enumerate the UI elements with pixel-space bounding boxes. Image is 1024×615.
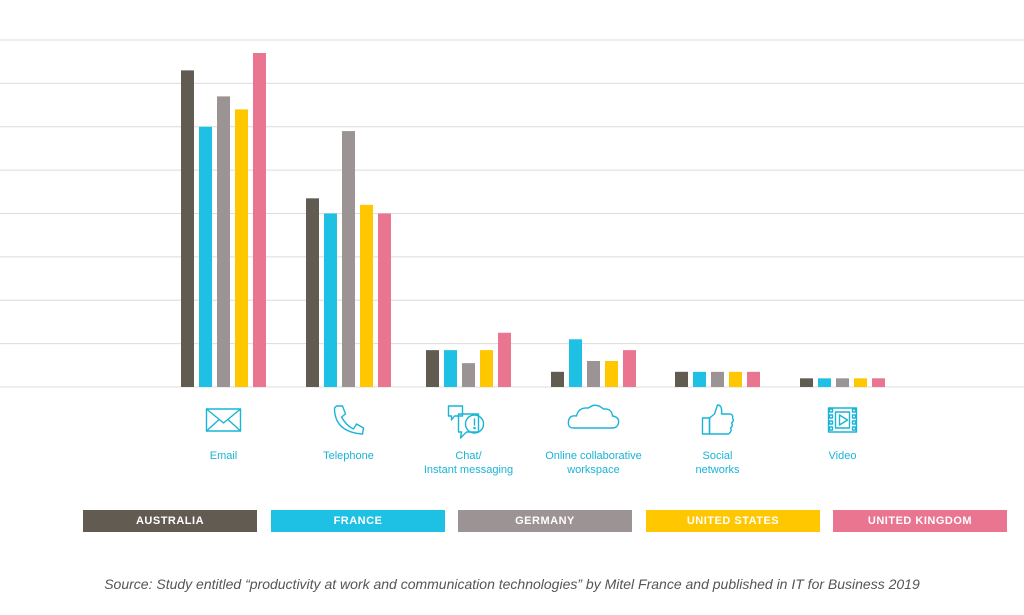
legend-germany: GERMANY (458, 510, 632, 532)
thumbs-up-icon (701, 404, 734, 435)
gridlines (0, 39, 1024, 388)
category-label: Video (829, 450, 857, 462)
bar-united-kingdom-2 (498, 332, 511, 387)
bar-united-kingdom-1 (378, 213, 391, 387)
legend-australia: AUSTRALIA (83, 510, 257, 532)
bar-united-states-5 (854, 378, 867, 387)
category-label: Social networks (695, 450, 740, 476)
chat-bubbles-icon (447, 405, 485, 439)
category-label: Email (210, 450, 238, 462)
bar-germany-3 (587, 360, 600, 387)
bar-australia-5 (800, 378, 813, 387)
bar-united-states-4 (729, 371, 742, 387)
bar-united-states-1 (360, 204, 373, 387)
bar-australia-0 (181, 70, 194, 388)
bar-germany-4 (711, 371, 724, 387)
bar-germany-1 (342, 131, 355, 387)
bar-united-states-0 (235, 109, 248, 388)
category-label: Chat/Instant messaging (424, 450, 513, 476)
bar-australia-1 (306, 198, 319, 387)
bar-germany-0 (217, 96, 230, 387)
category-label: Telephone (323, 450, 374, 462)
bar-france-0 (199, 126, 212, 387)
cloud-icon (567, 404, 620, 429)
bar-france-1 (324, 213, 337, 387)
bar-united-states-2 (480, 350, 493, 387)
bar-australia-3 (551, 371, 564, 387)
bar-france-2 (444, 350, 457, 387)
chart-area: Email Telephone Chat/Instant messaging Onli… (0, 39, 1024, 476)
video-icon (827, 407, 858, 433)
bar-united-kingdom-4 (747, 371, 760, 387)
telephone-icon (333, 405, 365, 435)
envelope-icon (205, 408, 242, 432)
bar-australia-2 (426, 350, 439, 387)
bar-united-kingdom-3 (623, 350, 636, 387)
source-note: Source: Study entitled “productivity at … (104, 576, 920, 592)
legend-france: FRANCE (271, 510, 445, 532)
legend-united-kingdom: UNITED KINGDOM (833, 510, 1007, 532)
bar-france-4 (693, 371, 706, 387)
bars (181, 53, 885, 388)
bar-france-3 (569, 339, 582, 387)
bar-germany-2 (462, 363, 475, 387)
category-labels: Email Telephone Chat/Instant messaging Onli… (210, 450, 857, 476)
bar-united-kingdom-0 (253, 53, 266, 387)
category-label: Online collaborative workspace (545, 450, 642, 476)
bar-france-5 (818, 378, 831, 387)
bar-germany-5 (836, 378, 849, 387)
bar-united-states-3 (605, 360, 618, 387)
bar-united-kingdom-5 (872, 378, 885, 387)
category-icons (205, 404, 858, 439)
legend-united-states: UNITED STATES (646, 510, 820, 532)
bar-australia-4 (675, 371, 688, 387)
